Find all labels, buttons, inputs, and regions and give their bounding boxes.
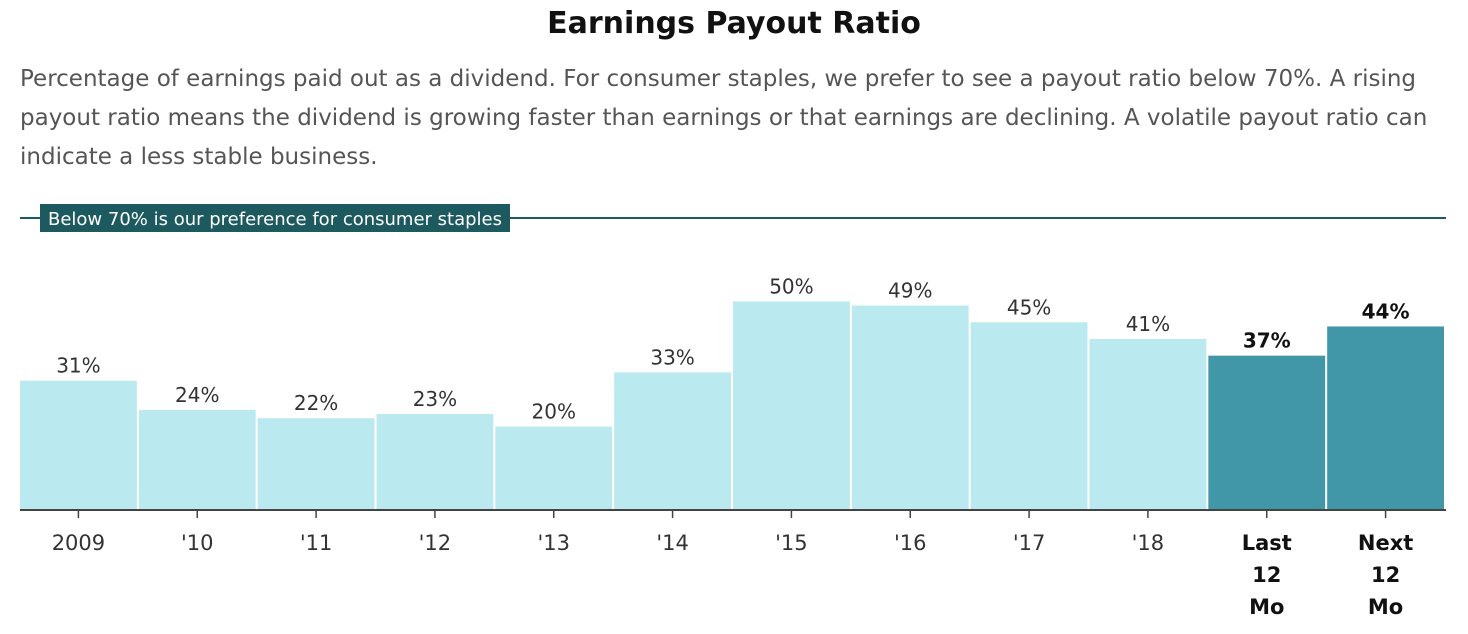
x-tick-label-0: 2009 (52, 531, 105, 555)
bar-1 (138, 409, 256, 510)
x-tick-label-6: '15 (775, 531, 808, 555)
bar-5 (614, 372, 731, 510)
x-tick-label-5: '14 (656, 531, 689, 555)
bar-3 (376, 414, 494, 510)
x-tick-label-7: '16 (894, 531, 927, 555)
value-label-7: 49% (888, 279, 932, 303)
x-ticks-group (77, 510, 1387, 518)
value-label-11: 44% (1362, 299, 1410, 323)
x-tick-label-8: '17 (1013, 531, 1046, 555)
bar-2 (257, 418, 375, 510)
x-tick-label-9: '18 (1132, 531, 1165, 555)
value-label-8: 45% (1007, 295, 1051, 319)
value-label-9: 41% (1126, 312, 1170, 336)
value-label-1: 24% (175, 383, 219, 407)
x-tick-label-2: '11 (300, 531, 333, 555)
chart-subtitle: Percentage of earnings paid out as a div… (20, 66, 1428, 170)
value-label-2: 22% (294, 391, 338, 415)
bar-4 (495, 426, 613, 510)
reference-line-group: Below 70% is our preference for consumer… (20, 204, 1446, 232)
bar-6 (733, 301, 850, 510)
x-tick-label-3: '12 (419, 531, 452, 555)
reference-label-box (40, 204, 510, 232)
x-tick-label-1: '10 (181, 531, 214, 555)
value-label-10: 37% (1243, 329, 1291, 353)
x-tick-labels-group: 2009 '10 '11 '12 '13 '14 '15 '16 '17 '18 Last 12 Mo N… (52, 531, 1414, 619)
x-tick-label-11: Next 12 Mo (1358, 531, 1413, 619)
bar-0 (20, 380, 137, 510)
value-label-0: 31% (56, 354, 100, 378)
bar-11 (1327, 326, 1444, 510)
chart-title: Earnings Payout Ratio (547, 6, 921, 41)
reference-label: Below 70% is our preference for consumer… (48, 209, 502, 230)
bar-9 (1089, 338, 1207, 510)
value-labels-group: 31% 24% 22% 23% 20% 33% 50% 49% 45% 41% 37% 44% (56, 274, 1409, 423)
x-tick-label-10: Last 12 Mo (1242, 531, 1292, 619)
value-label-4: 20% (532, 400, 576, 424)
x-tick-label-4: '13 (538, 531, 571, 555)
bar-7 (851, 305, 969, 510)
value-label-5: 33% (650, 345, 694, 369)
value-label-3: 23% (413, 387, 457, 411)
value-label-6: 50% (769, 274, 813, 298)
bar-10 (1208, 355, 1326, 510)
bar-8 (970, 322, 1088, 510)
bars-group (20, 301, 1444, 510)
